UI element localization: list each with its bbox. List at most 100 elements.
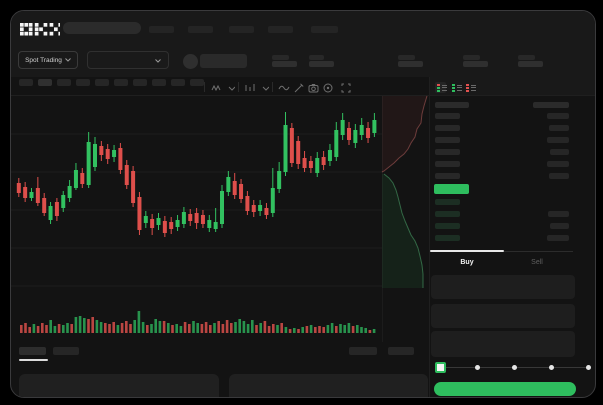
market-type-selector[interactable]: Spot Trading	[18, 51, 78, 69]
candle-body	[86, 142, 91, 185]
volume-bar	[196, 323, 199, 333]
bid-price[interactable]	[435, 235, 460, 241]
volume-bar	[335, 326, 338, 333]
timeframe-button[interactable]	[95, 79, 109, 86]
slider-step-dot[interactable]	[475, 365, 480, 370]
bottom-tool-block[interactable]	[388, 347, 414, 355]
candle-body	[296, 141, 301, 164]
timeframe-button[interactable]	[190, 79, 204, 86]
bottom-input-panel[interactable]	[229, 374, 428, 397]
icon-square	[466, 89, 469, 92]
volume-bar	[372, 329, 376, 333]
book-both-icon[interactable]	[435, 82, 447, 93]
nav-item[interactable]	[188, 26, 213, 33]
ask-amount	[550, 149, 569, 155]
bottom-tab[interactable]	[19, 347, 46, 355]
candle-body	[347, 128, 351, 140]
icon-row	[466, 86, 476, 89]
draw-tool-icon[interactable]	[294, 83, 304, 93]
nav-item[interactable]	[149, 26, 174, 33]
volume-bar	[225, 320, 229, 333]
volume-bar	[129, 324, 132, 333]
bottom-tool-block[interactable]	[349, 347, 377, 355]
candle-body	[80, 173, 85, 184]
bid-amount	[547, 235, 569, 241]
interval-dropdown-icon[interactable]	[211, 83, 235, 93]
timeframe-button[interactable]	[171, 79, 185, 86]
tab-buy[interactable]: Buy	[460, 259, 474, 266]
icon-square	[437, 89, 440, 92]
book-bids-icon[interactable]	[450, 82, 462, 93]
candle-body	[289, 128, 294, 163]
line-style-icon[interactable]	[278, 83, 290, 93]
timeframe-button[interactable]	[152, 79, 166, 86]
ask-price[interactable]	[435, 113, 460, 119]
fullscreen-icon[interactable]	[341, 83, 351, 93]
timeframe-button[interactable]	[133, 79, 147, 86]
book-asks-icon[interactable]	[464, 82, 476, 93]
target-icon[interactable]	[323, 83, 333, 93]
candle-body	[156, 218, 161, 225]
depth-bids-area	[382, 174, 423, 288]
nav-item[interactable]	[311, 26, 338, 33]
candle-body	[264, 208, 269, 215]
order-form-field[interactable]	[431, 275, 575, 299]
volume-bar	[322, 327, 325, 333]
volume-bar	[112, 322, 115, 333]
stat-value	[398, 61, 423, 67]
bid-price[interactable]	[435, 223, 460, 229]
ask-price[interactable]	[435, 161, 460, 167]
depth-bids-line	[383, 173, 424, 288]
candle-body	[23, 187, 28, 198]
candle-body	[188, 214, 193, 221]
volume-bar	[200, 324, 204, 333]
ask-price[interactable]	[435, 173, 460, 179]
camera-icon[interactable]	[308, 83, 319, 93]
logo-pixel	[49, 23, 54, 27]
icon-line	[470, 84, 476, 86]
volume-bar	[347, 323, 351, 333]
pair-selector-dropdown[interactable]	[87, 51, 169, 69]
icon-square	[437, 84, 440, 86]
icon-row	[466, 89, 476, 92]
timeframe-button[interactable]	[19, 79, 33, 86]
timeframe-button[interactable]	[114, 79, 128, 86]
slider-step-dot[interactable]	[549, 365, 554, 370]
search-input[interactable]	[63, 22, 141, 34]
timeframe-button[interactable]	[38, 79, 52, 86]
volume-bar	[284, 327, 288, 333]
candle-body	[327, 150, 332, 161]
chevron-down-icon	[65, 58, 71, 62]
candle-body	[258, 205, 263, 211]
slider-handle[interactable]	[435, 362, 446, 373]
buy-submit-button[interactable]	[434, 382, 576, 396]
volume-bar	[146, 325, 149, 333]
bottom-tab[interactable]	[53, 347, 79, 355]
candle-body	[54, 202, 59, 216]
logo-pixel	[24, 31, 29, 36]
ask-price[interactable]	[435, 149, 460, 155]
candle-body	[194, 213, 199, 223]
bid-price[interactable]	[435, 199, 460, 205]
timeframe-button[interactable]	[76, 79, 90, 86]
order-form-field[interactable]	[431, 304, 575, 328]
volume-bar	[116, 325, 120, 333]
timeframe-button[interactable]	[57, 79, 71, 86]
order-form-field[interactable]	[431, 331, 575, 357]
slider-step-dot[interactable]	[512, 365, 517, 370]
icon-square	[452, 89, 455, 92]
ask-price[interactable]	[435, 137, 460, 143]
volume-bar	[183, 322, 187, 333]
logo-pixel	[43, 23, 48, 27]
volume-bar	[108, 324, 111, 333]
ask-price[interactable]	[435, 125, 460, 131]
nav-item[interactable]	[229, 26, 254, 33]
bottom-input-panel[interactable]	[19, 374, 219, 397]
nav-item[interactable]	[268, 26, 293, 33]
bid-price[interactable]	[435, 211, 460, 217]
tab-sell[interactable]: Sell	[531, 259, 543, 266]
candle-body	[207, 220, 212, 228]
indicators-dropdown-icon[interactable]	[245, 83, 269, 93]
slider-step-dot[interactable]	[586, 365, 591, 370]
candle-body	[35, 188, 40, 203]
